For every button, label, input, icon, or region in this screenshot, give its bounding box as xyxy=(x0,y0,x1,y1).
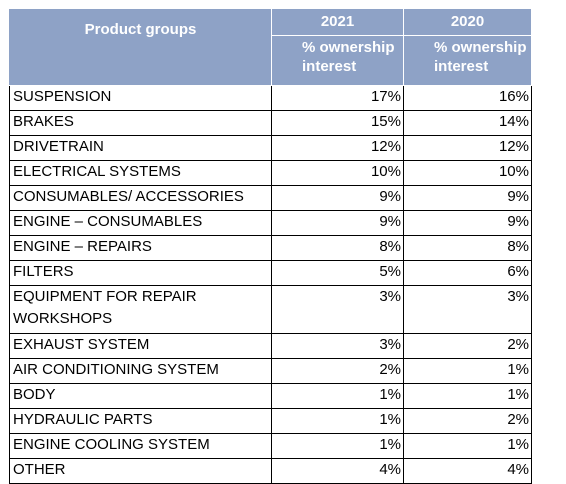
table-row: FILTERS 5% 6% xyxy=(9,260,532,286)
row-label: ENGINE – CONSUMABLES xyxy=(9,210,272,236)
value-2021: 3% xyxy=(271,285,404,334)
table-header: Product groups 2021 2020 % ownership int… xyxy=(9,8,532,87)
value-2021: 9% xyxy=(271,185,404,211)
value-2020: 3% xyxy=(403,285,532,334)
value-2021: 1% xyxy=(271,383,404,409)
value-2021: 1% xyxy=(271,408,404,434)
value-2021: 5% xyxy=(271,260,404,286)
table-row: SUSPENSION 17% 16% xyxy=(9,85,532,111)
table-row: DRIVETRAIN 12% 12% xyxy=(9,135,532,161)
value-2020: 10% xyxy=(403,160,532,186)
table-row: EQUIPMENT FOR REPAIR WORKSHOPS 3% 3% xyxy=(9,285,532,334)
value-2021: 2% xyxy=(271,358,404,384)
value-2020: 6% xyxy=(403,260,532,286)
value-2020: 9% xyxy=(403,185,532,211)
row-label: CONSUMABLES/ ACCESSORIES xyxy=(9,185,272,211)
row-label: AIR CONDITIONING SYSTEM xyxy=(9,358,272,384)
value-2021: 1% xyxy=(271,433,404,459)
value-2020: 12% xyxy=(403,135,532,161)
header-product-groups: Product groups xyxy=(9,8,272,86)
row-label: BODY xyxy=(9,383,272,409)
row-label: ELECTRICAL SYSTEMS xyxy=(9,160,272,186)
table-body: SUSPENSION 17% 16% BRAKES 15% 14% DRIVET… xyxy=(9,85,532,484)
value-2020: 1% xyxy=(403,383,532,409)
table-row: ENGINE COOLING SYSTEM 1% 1% xyxy=(9,433,532,459)
row-label: ENGINE – REPAIRS xyxy=(9,235,272,261)
table-row: BODY 1% 1% xyxy=(9,383,532,409)
value-2020: 8% xyxy=(403,235,532,261)
table-row: EXHAUST SYSTEM 3% 2% xyxy=(9,333,532,359)
value-2020: 2% xyxy=(403,408,532,434)
row-label: FILTERS xyxy=(9,260,272,286)
table-row: ELECTRICAL SYSTEMS 10% 10% xyxy=(9,160,532,186)
row-label: EXHAUST SYSTEM xyxy=(9,333,272,359)
value-2021: 10% xyxy=(271,160,404,186)
header-year-2020: 2020 xyxy=(403,8,532,36)
value-2020: 1% xyxy=(403,358,532,384)
table-row: ENGINE – REPAIRS 8% 8% xyxy=(9,235,532,261)
row-label: EQUIPMENT FOR REPAIR WORKSHOPS xyxy=(9,285,272,334)
row-label: ENGINE COOLING SYSTEM xyxy=(9,433,272,459)
header-metric-2020: % ownership interest xyxy=(403,34,532,87)
table-row: ENGINE – CONSUMABLES 9% 9% xyxy=(9,210,532,236)
value-2020: 1% xyxy=(403,433,532,459)
table-row: AIR CONDITIONING SYSTEM 2% 1% xyxy=(9,358,532,384)
table-row: CONSUMABLES/ ACCESSORIES 9% 9% xyxy=(9,185,532,211)
value-2021: 9% xyxy=(271,210,404,236)
row-label: BRAKES xyxy=(9,110,272,136)
value-2021: 8% xyxy=(271,235,404,261)
header-metric-2021: % ownership interest xyxy=(271,34,404,87)
value-2020: 2% xyxy=(403,333,532,359)
product-groups-table-container: Product groups 2021 2020 % ownership int… xyxy=(9,8,532,484)
product-groups-table: Product groups 2021 2020 % ownership int… xyxy=(9,8,532,484)
row-label: SUSPENSION xyxy=(9,85,272,111)
table-row: BRAKES 15% 14% xyxy=(9,110,532,136)
row-label: DRIVETRAIN xyxy=(9,135,272,161)
value-2021: 15% xyxy=(271,110,404,136)
value-2021: 4% xyxy=(271,458,404,484)
value-2020: 16% xyxy=(403,85,532,111)
value-2021: 12% xyxy=(271,135,404,161)
table-row: OTHER 4% 4% xyxy=(9,458,532,484)
table-row: HYDRAULIC PARTS 1% 2% xyxy=(9,408,532,434)
value-2020: 4% xyxy=(403,458,532,484)
header-year-2021: 2021 xyxy=(271,8,404,36)
row-label: HYDRAULIC PARTS xyxy=(9,408,272,434)
value-2020: 9% xyxy=(403,210,532,236)
value-2020: 14% xyxy=(403,110,532,136)
value-2021: 3% xyxy=(271,333,404,359)
value-2021: 17% xyxy=(271,85,404,111)
row-label: OTHER xyxy=(9,458,272,484)
